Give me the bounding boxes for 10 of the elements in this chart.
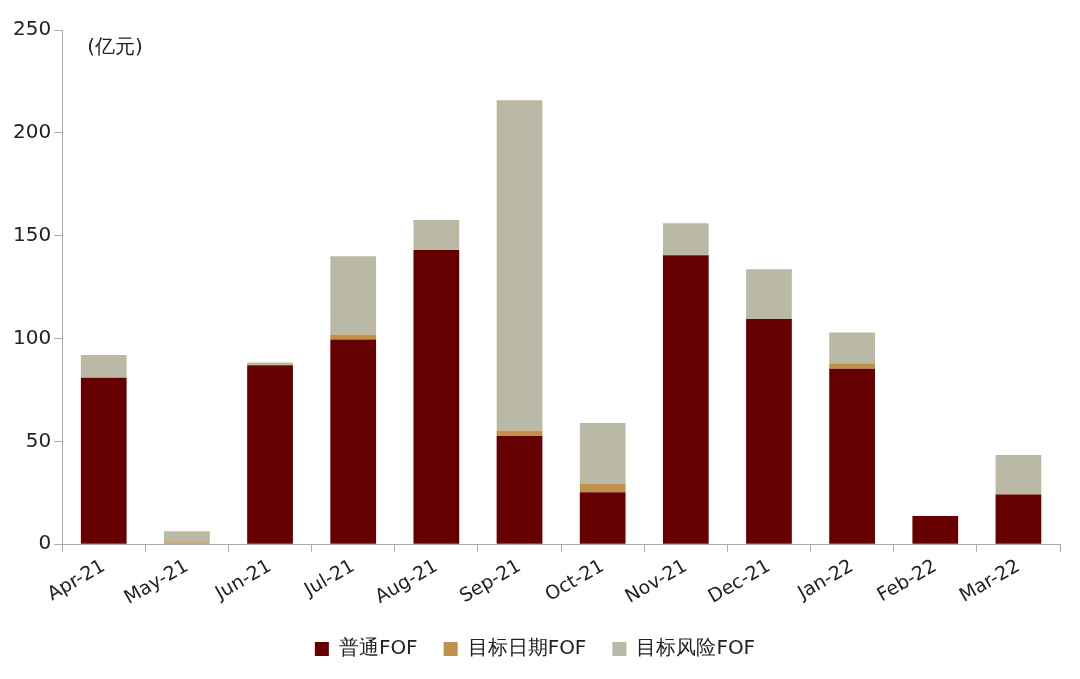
y-tick-label: 0 [38, 530, 52, 555]
y-tick-label: 150 [12, 221, 52, 246]
y-tick-label: 200 [12, 119, 52, 144]
y-tick-label: 50 [25, 427, 52, 452]
legend-label: 目标风险FOF [636, 635, 756, 660]
y-tick-label: 100 [12, 324, 52, 349]
legend-label: 普通FOF [338, 635, 418, 660]
y-axis-title: (亿元) [87, 34, 143, 59]
legend-label: 目标日期FOF [467, 635, 587, 660]
y-tick-label: 250 [12, 16, 52, 41]
